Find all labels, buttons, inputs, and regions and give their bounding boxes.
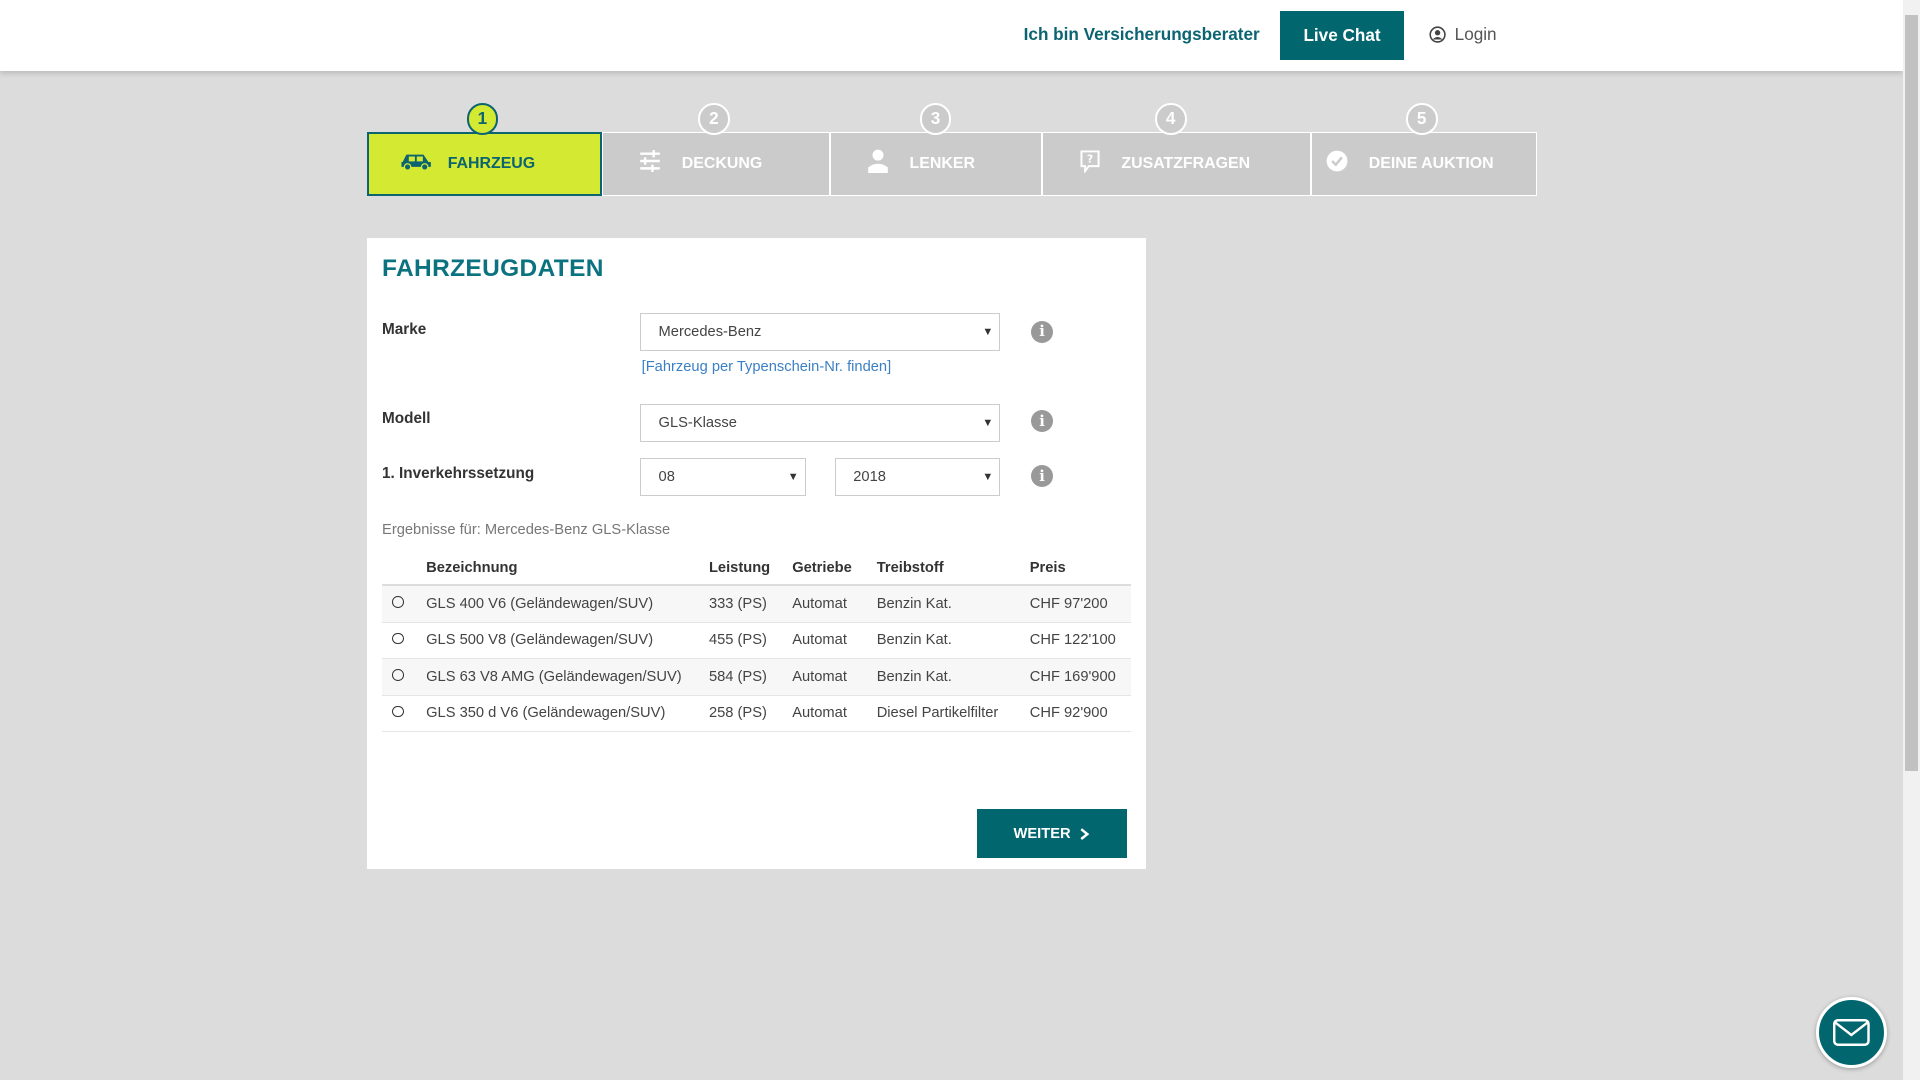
cell-treibstoff: Benzin Kat. bbox=[876, 658, 1030, 696]
cell-bezeichnung: GLS 400 V6 (Geländewagen/SUV) bbox=[426, 585, 709, 623]
cell-treibstoff: Benzin Kat. bbox=[876, 585, 1030, 623]
car-icon bbox=[391, 151, 440, 177]
login-label: Login bbox=[1454, 24, 1497, 45]
scrollbar-thumb[interactable] bbox=[1905, 14, 1918, 772]
step-label: DEINE AUKTION bbox=[1368, 155, 1494, 173]
cell-getriebe: Automat bbox=[792, 622, 877, 660]
weiter-label: WEITER bbox=[1013, 825, 1071, 842]
step-fahrzeug[interactable]: FAHRZEUG bbox=[367, 132, 603, 196]
modell-select[interactable]: GLS-Klasse ▼ bbox=[640, 404, 1001, 443]
month-select[interactable]: 08 ▼ bbox=[640, 457, 806, 496]
cell-treibstoff: Diesel Partikelfilter bbox=[876, 695, 1030, 733]
step-number-4: 4 bbox=[1154, 102, 1187, 135]
chevron-right-icon bbox=[1080, 828, 1090, 840]
cell-bezeichnung: GLS 350 d V6 (Geländewagen/SUV) bbox=[426, 695, 709, 733]
results-caption: Ergebnisse für: Mercedes-Benz GLS-Klasse bbox=[382, 521, 671, 538]
modell-label: Modell bbox=[382, 410, 431, 428]
weiter-button[interactable]: WEITER bbox=[977, 809, 1127, 859]
cell-getriebe: Automat bbox=[792, 658, 877, 696]
table-row[interactable]: GLS 500 V8 (Geländewagen/SUV) 455 (PS) Aut… bbox=[382, 622, 1132, 660]
envelope-icon bbox=[1833, 1018, 1870, 1046]
year-value: 2018 bbox=[853, 468, 886, 485]
cell-leistung: 333 (PS) bbox=[708, 585, 793, 623]
person-icon bbox=[853, 149, 902, 179]
dropdown-arrow-icon: ▼ bbox=[982, 326, 994, 339]
month-value: 08 bbox=[658, 468, 675, 485]
cell-leistung: 584 (PS) bbox=[708, 658, 793, 696]
login-link[interactable]: Login bbox=[1429, 24, 1497, 45]
table-header: Bezeichnung Leistung Getriebe Treibstoff… bbox=[382, 551, 1132, 587]
svg-text:?: ? bbox=[1086, 152, 1092, 165]
step-deine-auktion[interactable]: DEINE AUKTION bbox=[1311, 132, 1537, 196]
cell-preis: CHF 97'200 bbox=[1029, 585, 1132, 623]
col-getriebe: Getriebe bbox=[792, 551, 877, 587]
cell-leistung: 258 (PS) bbox=[708, 695, 793, 733]
cell-treibstoff: Benzin Kat. bbox=[876, 622, 1030, 660]
cell-getriebe: Automat bbox=[792, 695, 877, 733]
vehicle-results-table: Bezeichnung Leistung Getriebe Treibstoff… bbox=[382, 551, 1132, 733]
cell-preis: CHF 169'900 bbox=[1029, 658, 1132, 696]
top-bar bbox=[0, 0, 1903, 72]
cell-preis: CHF 92'900 bbox=[1029, 695, 1132, 733]
step-zusatzfragen[interactable]: ? ZUSATZFRAGEN bbox=[1042, 132, 1312, 196]
table-row[interactable]: GLS 350 d V6 (Geländewagen/SUV) 258 (PS) A… bbox=[382, 695, 1132, 733]
dropdown-arrow-icon: ▼ bbox=[982, 470, 994, 483]
marke-label: Marke bbox=[382, 320, 427, 338]
radio-button[interactable] bbox=[391, 632, 404, 645]
info-icon[interactable]: i bbox=[1031, 465, 1054, 488]
cell-bezeichnung: GLS 500 V8 (Geländewagen/SUV) bbox=[426, 622, 709, 660]
step-label: ZUSATZFRAGEN bbox=[1121, 155, 1251, 173]
step-lenker[interactable]: LENKER bbox=[830, 132, 1043, 196]
message-button[interactable] bbox=[1815, 996, 1887, 1068]
step-deckung[interactable]: DECKUNG bbox=[602, 132, 831, 196]
typenschein-link[interactable]: [Fahrzeug per Typenschein-Nr. finden] bbox=[641, 358, 892, 375]
advisor-link[interactable]: Ich bin Versicherungsberater bbox=[1023, 24, 1260, 45]
step-number-5: 5 bbox=[1405, 102, 1438, 135]
check-circle-icon bbox=[1312, 150, 1361, 178]
cell-preis: CHF 122'100 bbox=[1029, 622, 1132, 660]
modell-value: GLS-Klasse bbox=[658, 415, 737, 432]
radio-button[interactable] bbox=[391, 596, 404, 608]
dropdown-arrow-icon: ▼ bbox=[787, 470, 799, 483]
radio-button[interactable] bbox=[391, 669, 404, 681]
cell-bezeichnung: GLS 63 V8 AMG (Geländewagen/SUV) bbox=[426, 658, 709, 696]
table-row[interactable]: GLS 400 V6 (Geländewagen/SUV) 333 (PS) Aut… bbox=[382, 585, 1132, 623]
col-treibstoff: Treibstoff bbox=[876, 551, 1030, 587]
marke-value: Mercedes-Benz bbox=[658, 324, 762, 341]
step-label: FAHRZEUG bbox=[447, 155, 536, 173]
step-label: LENKER bbox=[909, 155, 975, 173]
inverkehr-label: 1. Inverkehrssetzung bbox=[382, 465, 535, 483]
table-row[interactable]: GLS 63 V8 AMG (Geländewagen/SUV) 584 (PS)… bbox=[382, 658, 1132, 696]
user-circle-icon bbox=[1429, 26, 1446, 44]
step-number-2: 2 bbox=[697, 102, 730, 135]
dropdown-arrow-icon: ▼ bbox=[982, 417, 994, 430]
col-preis: Preis bbox=[1029, 551, 1132, 587]
step-number-1: 1 bbox=[466, 102, 499, 135]
year-select[interactable]: 2018 ▼ bbox=[835, 457, 1001, 496]
radio-button[interactable] bbox=[391, 705, 404, 718]
live-chat-button[interactable]: Live Chat bbox=[1279, 11, 1405, 60]
info-icon[interactable]: i bbox=[1031, 410, 1054, 433]
marke-select[interactable]: Mercedes-Benz ▼ bbox=[640, 313, 1001, 352]
step-label: DECKUNG bbox=[681, 155, 763, 173]
question-bubble-icon: ? bbox=[1065, 149, 1114, 179]
col-leistung: Leistung bbox=[708, 551, 793, 587]
sliders-icon bbox=[625, 150, 674, 178]
info-icon[interactable]: i bbox=[1031, 320, 1054, 343]
page-title: FAHRZEUGDATEN bbox=[382, 254, 604, 282]
cell-getriebe: Automat bbox=[792, 585, 877, 623]
cell-leistung: 455 (PS) bbox=[708, 622, 793, 660]
col-bezeichnung: Bezeichnung bbox=[426, 551, 709, 587]
step-number-3: 3 bbox=[919, 102, 952, 135]
